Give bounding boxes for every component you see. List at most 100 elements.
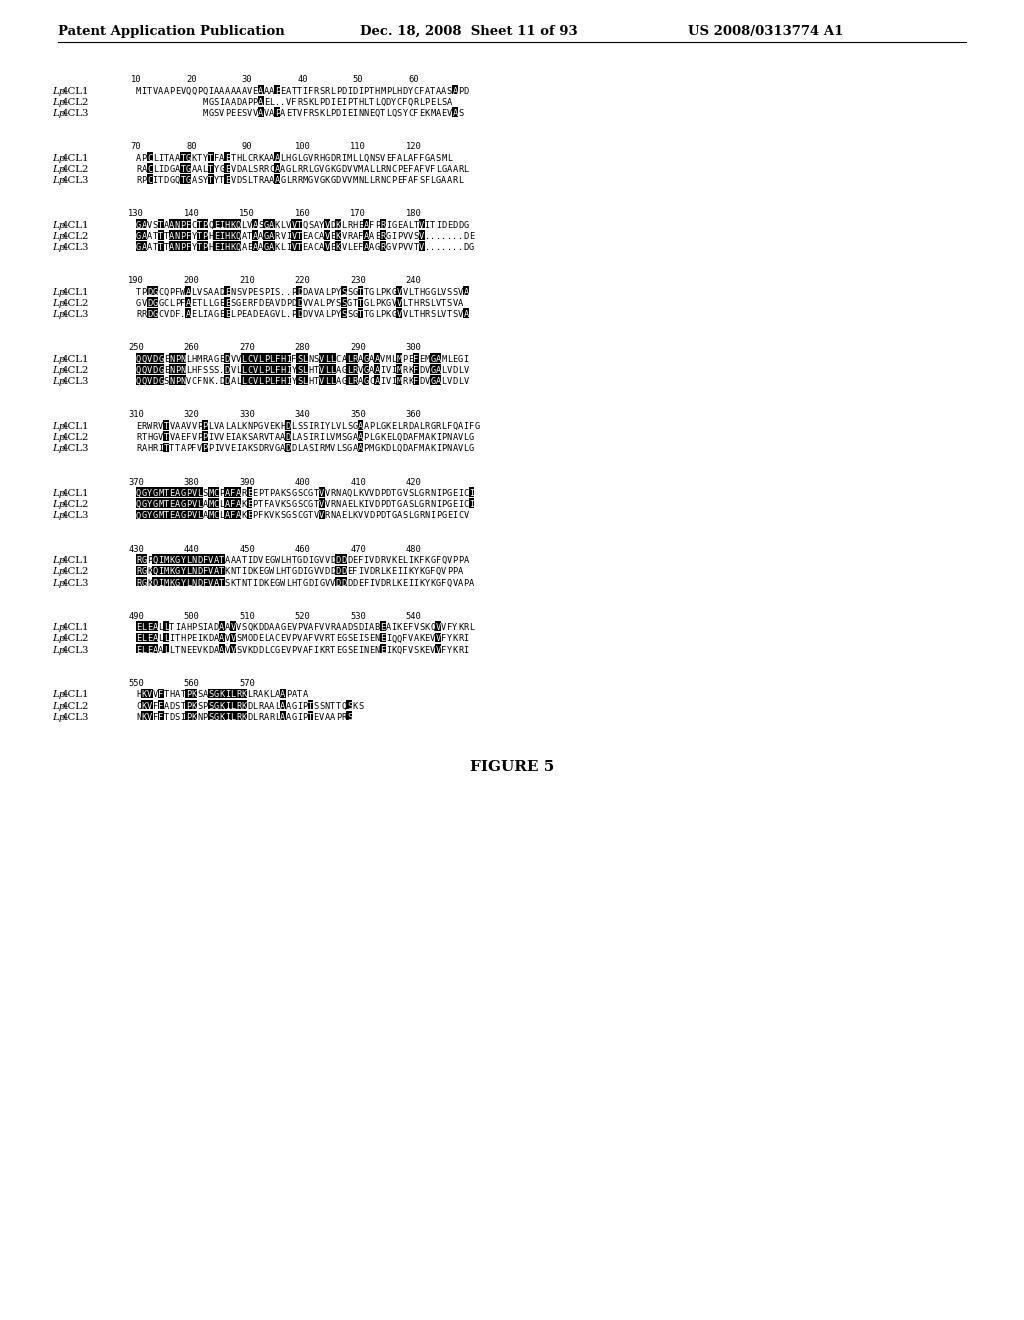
Text: P: P [302,702,308,710]
Text: G: G [214,702,219,710]
Text: L: L [419,98,424,107]
Text: H: H [375,87,380,95]
Text: E: E [263,556,269,565]
Text: K: K [247,445,252,453]
Text: G: G [219,165,224,174]
Text: T: T [219,176,224,185]
Text: F: F [414,366,419,375]
Bar [380,632,386,643]
Text: 70: 70 [131,143,141,150]
Text: .: . [435,232,441,240]
Bar [180,230,185,240]
Text: R: R [352,366,357,375]
Text: P: P [180,220,185,230]
Text: A: A [197,165,203,174]
Bar [174,352,180,363]
Text: S: S [292,511,297,520]
Text: T: T [292,87,297,95]
Text: .: . [441,232,446,240]
Text: R: R [308,110,313,117]
Text: V: V [325,243,330,252]
Text: .: . [458,243,463,252]
Text: A: A [253,232,258,240]
Text: Q: Q [380,98,385,107]
Text: Lp: Lp [52,500,66,510]
Bar [153,286,158,296]
Text: L: L [263,635,269,643]
Text: G: G [214,310,219,319]
Bar [413,352,419,363]
Text: V: V [147,378,153,387]
Text: V: V [313,568,318,577]
Bar [263,375,269,385]
Bar [158,554,164,564]
Text: K: K [319,645,325,655]
Text: Lp: Lp [52,98,66,107]
Text: D: D [341,578,346,587]
Bar [141,230,147,240]
Text: .: . [430,232,435,240]
Text: Lp: Lp [52,578,66,587]
Text: N: N [169,366,174,375]
Text: D: D [419,366,424,375]
Text: G: G [186,165,191,174]
Text: C: C [302,490,308,498]
Text: A: A [364,422,369,432]
Bar [213,242,219,251]
Text: D: D [375,490,380,498]
Text: N: N [169,378,174,387]
Text: L: L [313,98,318,107]
Text: V: V [402,490,408,498]
Text: E: E [191,300,197,308]
Text: G: G [214,690,219,700]
Bar [135,577,141,586]
Text: V: V [263,433,269,442]
Text: M: M [425,355,430,364]
Text: A: A [242,98,247,107]
Bar [219,565,224,576]
Text: V: V [402,310,408,319]
Text: R: R [236,690,241,700]
Text: I: I [408,578,414,587]
Text: Lp: Lp [52,490,66,498]
Text: M: M [380,87,385,95]
Text: L: L [269,98,274,107]
Text: T: T [358,288,364,297]
Text: N: N [375,645,380,655]
Bar [280,689,286,698]
Text: G: G [292,702,297,710]
Text: I: I [269,288,274,297]
Bar [341,554,347,564]
Text: I: I [175,623,180,632]
Text: V: V [258,556,263,565]
Text: G: G [458,355,463,364]
Text: G: G [319,578,325,587]
Text: K: K [147,578,153,587]
Text: D: D [464,232,469,240]
Text: Y: Y [446,645,452,655]
Text: F: F [430,165,435,174]
Text: E: E [230,110,236,117]
Text: K: K [253,623,258,632]
Text: G: G [347,300,352,308]
Text: S: S [347,702,352,710]
Bar [146,297,153,306]
Text: N: N [175,232,180,240]
Text: L: L [164,635,169,643]
Text: P: P [253,511,258,520]
Text: T: T [197,243,203,252]
Text: I: I [352,110,357,117]
Text: G: G [153,490,158,498]
Text: A: A [269,110,274,117]
Text: T: T [414,243,419,252]
Text: K: K [263,690,269,700]
Bar [302,364,308,374]
Text: E: E [347,110,352,117]
Text: V: V [274,300,280,308]
Text: G: G [141,490,146,498]
Text: V: V [325,556,330,565]
Text: S: S [302,422,308,432]
Text: L: L [375,98,380,107]
Text: K: K [225,568,230,577]
Text: D: D [292,445,297,453]
